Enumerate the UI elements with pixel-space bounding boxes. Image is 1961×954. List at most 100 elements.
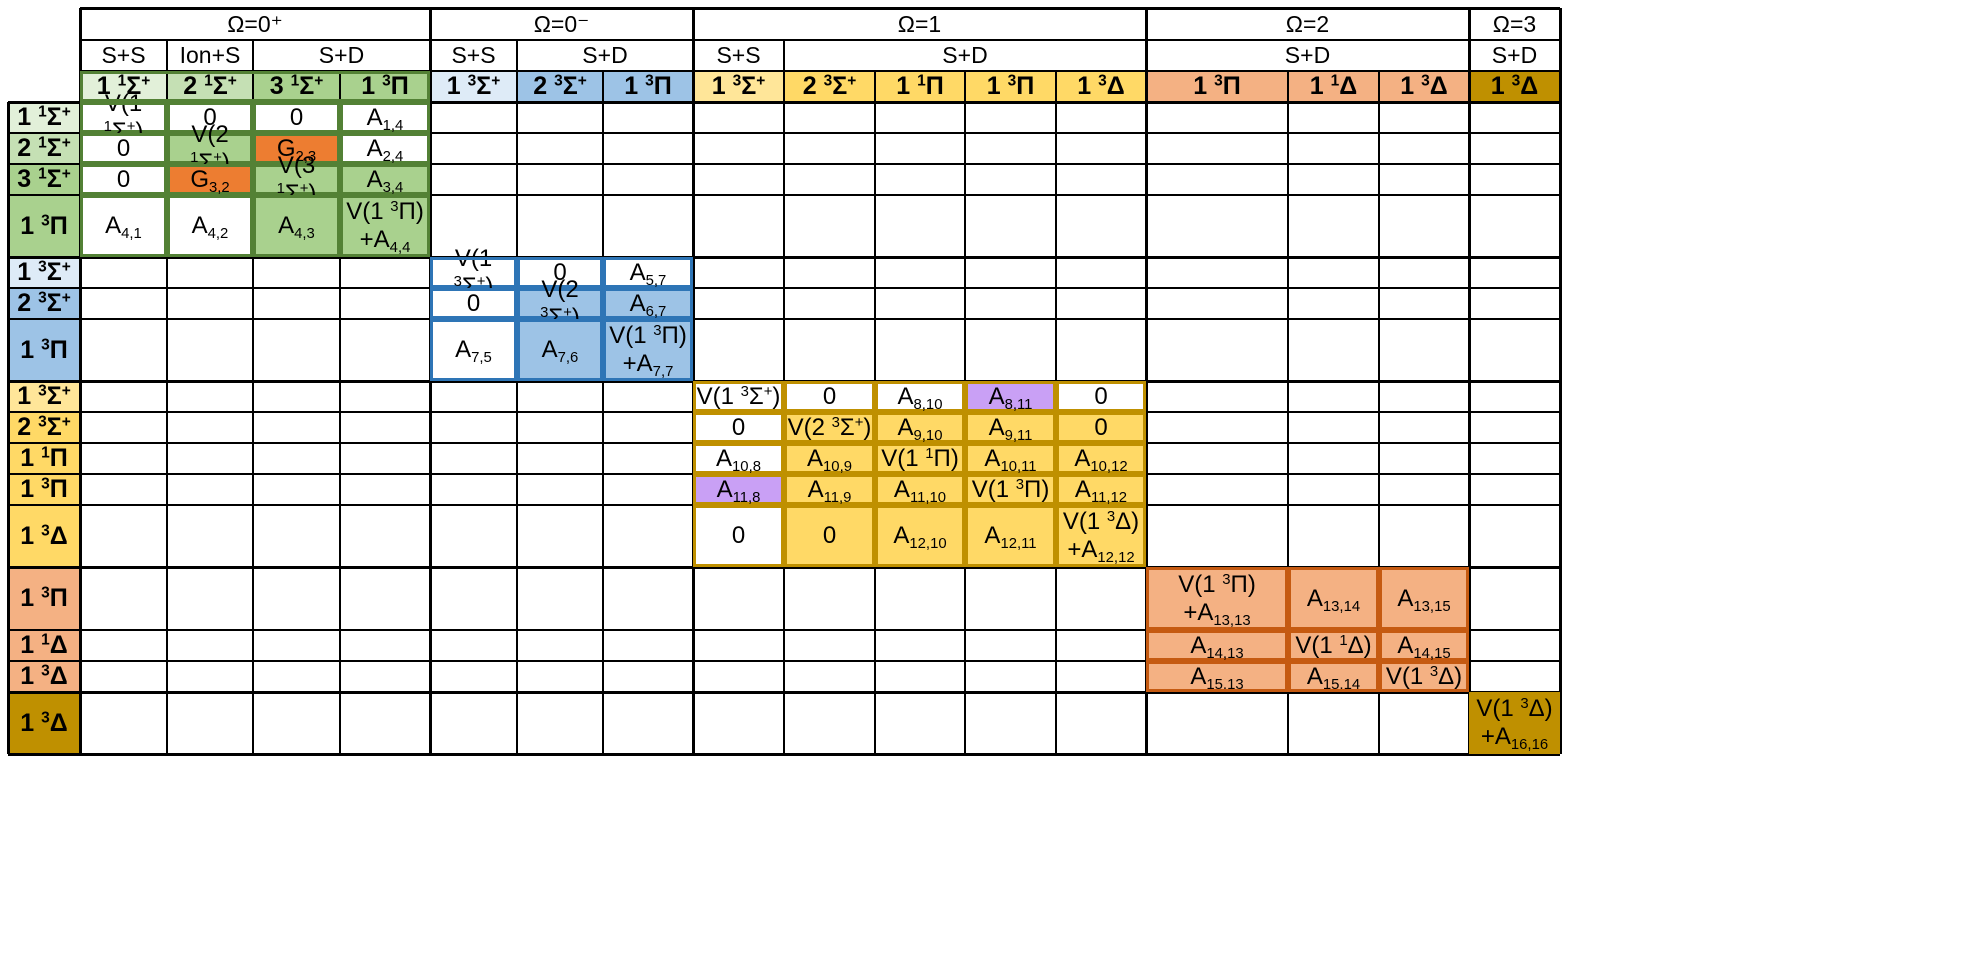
matrix-cell-empty — [1146, 133, 1288, 164]
row-state-label: 1 3Δ — [8, 661, 80, 692]
matrix-cell-empty — [340, 505, 430, 567]
block-separator-v — [1558, 8, 1562, 754]
row-state-label: 1 3Π — [8, 474, 80, 505]
matrix-element: V(1 3Π) — [965, 474, 1056, 505]
column-state-label: 1 1Π — [875, 71, 965, 102]
matrix-cell-empty — [784, 692, 875, 754]
matrix-cell-empty — [1146, 505, 1288, 567]
matrix-cell-empty — [875, 319, 965, 381]
matrix-cell-empty — [253, 319, 340, 381]
row-state-label: 1 3Σ+ — [8, 257, 80, 288]
row-state-label: 3 1Σ+ — [8, 164, 80, 195]
matrix-cell-empty — [1146, 319, 1288, 381]
matrix-element: 0 — [693, 412, 784, 443]
matrix-element: 0 — [517, 257, 603, 288]
matrix-cell-empty — [1469, 567, 1560, 630]
label-block-frame — [80, 71, 430, 102]
matrix-cell-empty — [167, 288, 253, 319]
matrix-cell-empty — [517, 102, 603, 133]
matrix-cell-empty — [1469, 505, 1560, 567]
matrix-cell-empty — [80, 630, 167, 661]
matrix-cell-empty — [965, 102, 1056, 133]
matrix-element: A11,8 — [693, 474, 784, 505]
row-state-label: 1 3Δ — [8, 692, 80, 754]
matrix-cell-empty — [167, 443, 253, 474]
matrix-cell-empty — [603, 381, 693, 412]
block-separator-h — [8, 690, 1560, 694]
row-state-label: 1 3Π — [8, 567, 80, 630]
matrix-cell-empty — [1056, 661, 1146, 692]
omega-group-header: Ω=0⁺ — [80, 8, 430, 40]
matrix-cell-empty — [965, 288, 1056, 319]
matrix-cell-empty — [517, 195, 603, 257]
matrix-cell-empty — [1379, 102, 1469, 133]
matrix-element: A10,8 — [693, 443, 784, 474]
matrix-cell-empty — [603, 102, 693, 133]
matrix-cell-empty — [167, 692, 253, 754]
matrix-cell-empty — [1288, 288, 1379, 319]
matrix-cell-empty — [693, 567, 784, 630]
asymptote-header: Ion+S — [167, 40, 253, 71]
matrix-cell-empty — [965, 319, 1056, 381]
matrix-cell-empty — [253, 505, 340, 567]
column-state-label: 1 3Δ — [1379, 71, 1469, 102]
omega-group-header: Ω=3 — [1469, 8, 1560, 40]
block-separator-h — [8, 100, 1560, 104]
matrix-cell-empty — [1469, 443, 1560, 474]
column-state-label: 1 3Δ — [1469, 71, 1560, 102]
matrix-cell-empty — [80, 474, 167, 505]
matrix-cell-empty — [1288, 257, 1379, 288]
matrix-cell-empty — [253, 412, 340, 443]
column-state-label: 1 3Δ — [1056, 71, 1146, 102]
matrix-cell-empty — [875, 195, 965, 257]
left-frame — [6, 102, 10, 754]
matrix-cell-empty — [965, 630, 1056, 661]
matrix-cell-empty — [517, 164, 603, 195]
matrix-cell-empty — [517, 133, 603, 164]
column-state-label: 1 3Σ+ — [430, 71, 517, 102]
matrix-element: A11,9 — [784, 474, 875, 505]
matrix-cell-empty — [517, 661, 603, 692]
matrix-cell-empty — [965, 692, 1056, 754]
omega-group-header: Ω=2 — [1146, 8, 1469, 40]
matrix-cell-empty — [603, 505, 693, 567]
matrix-cell-empty — [603, 567, 693, 630]
asymptote-header: S+S — [80, 40, 167, 71]
matrix-cell-empty — [1288, 133, 1379, 164]
matrix-cell-empty — [80, 443, 167, 474]
matrix-cell-empty — [1288, 164, 1379, 195]
matrix-cell-empty — [1146, 412, 1288, 443]
matrix-cell-empty — [784, 257, 875, 288]
diagonal-block-frame — [693, 381, 1146, 567]
matrix-cell-empty — [875, 661, 965, 692]
matrix-cell-empty — [1469, 288, 1560, 319]
matrix-cell-empty — [965, 164, 1056, 195]
matrix-cell-empty — [1146, 692, 1288, 754]
matrix-cell-empty — [1146, 443, 1288, 474]
matrix-cell-empty — [80, 661, 167, 692]
omega-group-header: Ω=0⁻ — [430, 8, 693, 40]
asymptote-header: S+D — [517, 40, 693, 71]
matrix-cell-empty — [965, 195, 1056, 257]
matrix-cell-empty — [1056, 567, 1146, 630]
matrix-cell-empty — [603, 661, 693, 692]
asymptote-header: S+S — [693, 40, 784, 71]
matrix-cell-empty — [253, 661, 340, 692]
matrix-cell-empty — [1146, 195, 1288, 257]
matrix-cell-empty — [1146, 164, 1288, 195]
matrix-cell-empty — [340, 257, 430, 288]
row-state-label: 2 3Σ+ — [8, 288, 80, 319]
matrix-cell-empty — [603, 630, 693, 661]
matrix-cell-empty — [430, 505, 517, 567]
matrix-cell-empty — [517, 567, 603, 630]
matrix-cell-empty — [784, 164, 875, 195]
matrix-cell-empty — [253, 443, 340, 474]
matrix-cell-empty — [693, 257, 784, 288]
matrix-cell-empty — [253, 381, 340, 412]
matrix-cell-empty — [1469, 319, 1560, 381]
matrix-cell-empty — [430, 474, 517, 505]
matrix-cell-empty — [1469, 164, 1560, 195]
matrix-cell-empty — [80, 288, 167, 319]
matrix-cell-empty — [253, 288, 340, 319]
matrix-cell-empty — [1288, 381, 1379, 412]
